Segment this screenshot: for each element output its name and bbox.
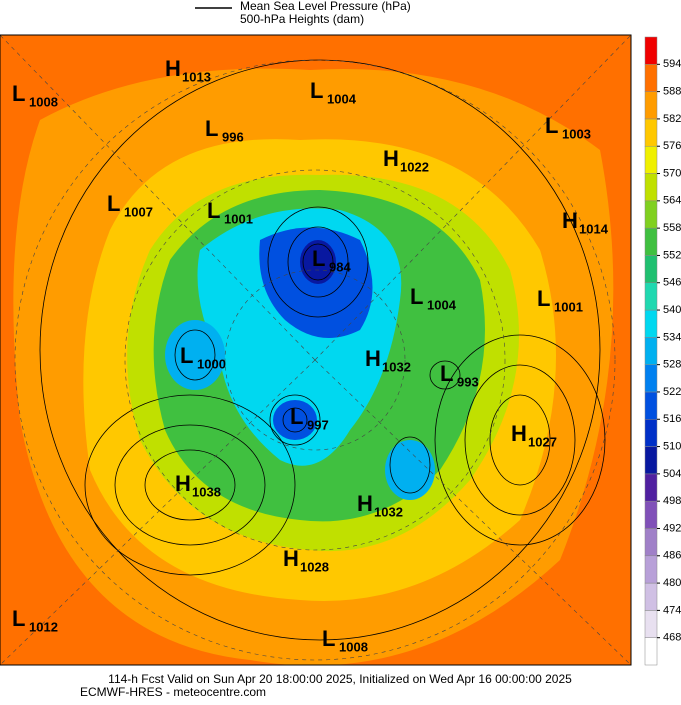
legend-line-label: Mean Sea Level Pressure (hPa) (240, 0, 411, 13)
center-type: H (357, 491, 373, 516)
colorbar-tick-label: 468 (663, 632, 681, 644)
colorbar-box (644, 91, 658, 120)
colorbar-box (644, 364, 658, 393)
colorbar-box (644, 200, 658, 229)
center-value: 1014 (579, 221, 609, 236)
center-type: L (12, 81, 25, 106)
colorbar-box (644, 446, 658, 475)
center-type: L (205, 116, 218, 141)
colorbar-tick-label: 534 (663, 331, 681, 343)
footer-line2: ECMWF-HRES - meteocentre.com (80, 685, 266, 699)
center-value: 984 (329, 259, 351, 274)
colorbar-tick-label: 558 (663, 222, 681, 234)
footer-line1: 114-h Fcst Valid on Sun Apr 20 18:00:00 … (108, 672, 572, 686)
colorbar-tick-label: 522 (663, 386, 681, 398)
center-type: L (312, 246, 325, 271)
map (0, 34, 632, 666)
colorbar-tick-label: 486 (663, 550, 681, 562)
center-type: H (365, 346, 381, 371)
center-type: L (322, 626, 335, 651)
colorbar-box (644, 555, 658, 584)
colorbar-tick-label: 582 (663, 113, 681, 125)
center-value: 1013 (182, 69, 211, 84)
center-type: L (180, 343, 193, 368)
colorbar-tick-label: 546 (663, 277, 681, 289)
center-value: 1004 (427, 297, 457, 312)
colorbar-box (644, 582, 658, 611)
colorbar-box (644, 282, 658, 311)
colorbar-tick-label: 474 (663, 604, 681, 616)
colorbar-box (644, 528, 658, 557)
colorbar-box (644, 227, 658, 256)
colorbar-tick-label: 528 (663, 359, 681, 371)
colorbar-box (644, 145, 658, 174)
center-value: 1007 (124, 204, 153, 219)
center-value: 1022 (400, 159, 429, 174)
center-value: 1027 (528, 434, 557, 449)
colorbar-tick-label: 510 (663, 440, 681, 452)
center-value: 997 (307, 417, 329, 432)
center-value: 1008 (29, 94, 58, 109)
center-type: H (175, 471, 191, 496)
colorbar-tick-label: 492 (663, 522, 681, 534)
colorbar-tick-label: 498 (663, 495, 681, 507)
colorbar-box (644, 419, 658, 447)
colorbar-tick-label: 564 (663, 195, 681, 207)
colorbar-tick-label: 576 (663, 140, 681, 152)
colorbar-box (644, 637, 658, 666)
center-type: L (207, 198, 220, 223)
center-value: 1004 (327, 91, 357, 106)
center-value: 1001 (224, 211, 253, 226)
center-value: 1003 (562, 126, 591, 141)
colorbar-box (644, 309, 658, 338)
map-frame (0, 34, 632, 666)
center-value: 1028 (300, 559, 329, 574)
colorbar-box (644, 500, 658, 529)
center-type: H (165, 56, 181, 81)
center-type: H (383, 146, 399, 171)
colorbar-tick-label: 552 (663, 249, 681, 261)
colorbar-tick-label: 570 (663, 167, 681, 179)
colorbar-box (644, 391, 658, 420)
colorbar-tick-label: 588 (663, 86, 681, 98)
colorbar-tick-label: 540 (663, 304, 681, 316)
center-type: L (290, 404, 303, 429)
center-type: L (410, 284, 423, 309)
colorbar-tick-label: 480 (663, 577, 681, 589)
center-type: H (562, 208, 578, 233)
colorbar-box (644, 337, 658, 365)
center-value: 993 (457, 374, 479, 389)
colorbar-box (644, 610, 658, 638)
colorbar-box (644, 173, 658, 202)
center-value: 1000 (197, 356, 226, 371)
colorbar-box (644, 255, 658, 283)
colorbar-box (644, 36, 658, 65)
legend-fill-label: 500-hPa Heights (dam) (240, 12, 364, 26)
center-type: H (283, 546, 299, 571)
center-type: L (440, 361, 453, 386)
center-value: 1012 (29, 619, 58, 634)
center-value: 1001 (554, 299, 583, 314)
center-value: 1032 (382, 359, 411, 374)
center-type: L (12, 606, 25, 631)
colorbar-tick-label: 504 (663, 468, 681, 480)
colorbar-tick-label: 594 (663, 58, 681, 70)
colorbar-tick-label: 516 (663, 413, 681, 425)
colorbar-box (644, 64, 658, 92)
center-value: 1032 (374, 504, 403, 519)
center-type: L (545, 113, 558, 138)
colorbar-box (644, 118, 658, 147)
center-value: 996 (222, 129, 244, 144)
colorbar-box (644, 473, 658, 502)
center-type: L (537, 286, 550, 311)
center-value: 1008 (339, 639, 368, 654)
center-type: L (107, 191, 120, 216)
center-type: L (310, 78, 323, 103)
center-type: H (511, 421, 527, 446)
center-value: 1038 (192, 484, 221, 499)
